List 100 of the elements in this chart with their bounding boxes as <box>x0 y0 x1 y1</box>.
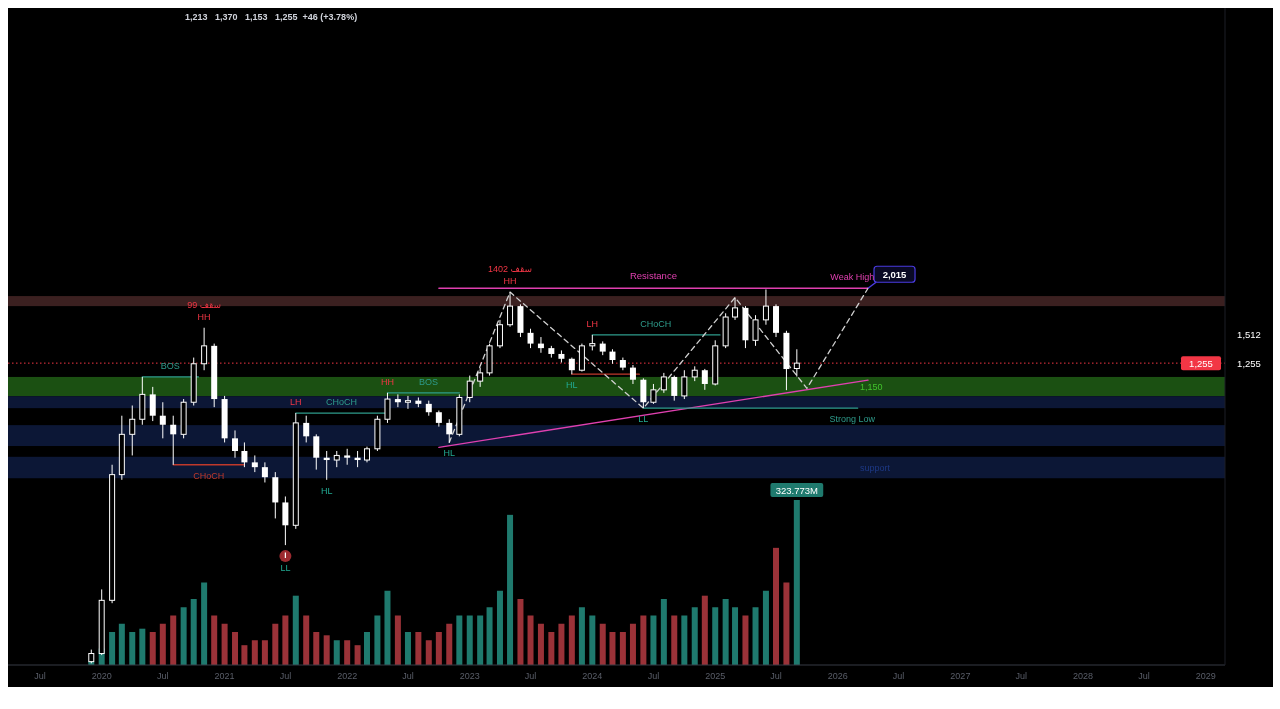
bar <box>681 615 688 665</box>
annotation: BOS <box>160 360 180 371</box>
candlestick <box>660 372 667 394</box>
bar <box>517 599 524 665</box>
candlestick <box>732 297 739 321</box>
bar <box>446 623 453 665</box>
bar <box>712 607 719 665</box>
bar <box>742 615 749 665</box>
annotation: 323.773M <box>775 484 819 496</box>
bar <box>109 632 116 665</box>
candlestick <box>650 383 657 405</box>
bar <box>609 632 616 665</box>
annotation: Weak High <box>830 272 875 283</box>
annotation: سقف 1402 <box>488 264 533 275</box>
bar <box>232 632 239 665</box>
x-tick-label: 2022 <box>337 671 358 681</box>
bar <box>180 607 187 665</box>
annotation: BOS <box>418 376 438 387</box>
band-label: 1,150 <box>859 381 883 392</box>
bar <box>425 640 432 665</box>
annotation: LL <box>638 414 649 425</box>
candlestick <box>701 368 708 391</box>
x-tick-label: 2025 <box>705 671 726 681</box>
bar <box>282 615 289 665</box>
x-tick-label: 2027 <box>950 671 971 681</box>
annotation: HL <box>443 448 456 459</box>
candlestick <box>261 461 268 483</box>
bar <box>762 590 769 665</box>
series-label: Resistance <box>629 270 677 282</box>
candlestick <box>232 429 239 459</box>
bar <box>629 623 636 665</box>
bar <box>548 632 555 665</box>
x-tick-label: 2029 <box>1195 671 1216 681</box>
annotation: HH <box>380 376 394 387</box>
bar <box>691 607 698 665</box>
bar <box>261 640 268 665</box>
annotation: 1,213 1,370 1,153 1,255 +46 (+3.78%) <box>185 12 358 22</box>
bar <box>139 628 146 665</box>
x-tick-label: Jul <box>402 671 414 681</box>
annotation: CHoCH <box>325 397 357 408</box>
annotation: HL <box>320 485 333 496</box>
candlestick <box>129 405 136 456</box>
data-label: 2,015 <box>882 268 908 280</box>
annotation: CHoCH <box>193 470 225 481</box>
bar <box>190 599 197 665</box>
candlestick <box>149 386 156 422</box>
bar <box>404 632 411 665</box>
x-tick-label: 2026 <box>827 671 848 681</box>
candlestick <box>671 375 678 402</box>
bar <box>272 623 279 665</box>
candlestick <box>681 369 688 400</box>
annotation: HL <box>566 380 578 391</box>
bar <box>619 632 626 665</box>
bar <box>599 623 606 665</box>
bar <box>129 632 136 665</box>
annotation: سقف 99 <box>187 299 222 310</box>
bar <box>650 615 657 665</box>
bar <box>793 500 800 665</box>
x-tick-label: 2020 <box>91 671 112 681</box>
bar <box>292 595 299 665</box>
ref-line-label: 1,255 <box>1189 357 1213 369</box>
x-tick-label: Jul <box>524 671 537 681</box>
bar <box>313 632 320 665</box>
bar <box>537 623 544 665</box>
x-tick-label: Jul <box>892 671 905 681</box>
bar <box>241 645 248 665</box>
bar <box>303 615 310 665</box>
candlestick <box>477 367 484 388</box>
bar <box>640 615 647 665</box>
bar <box>415 632 422 665</box>
candlestick <box>282 495 289 546</box>
candlestick <box>496 319 503 349</box>
bar <box>435 632 442 665</box>
x-tick-label: Jul <box>1138 671 1150 681</box>
x-tick-label: 2021 <box>214 671 235 681</box>
annotation: CHoCH <box>640 318 672 329</box>
candlestick <box>640 377 647 409</box>
bar <box>201 582 208 665</box>
bar <box>456 615 463 665</box>
candlestick <box>466 375 473 403</box>
bar <box>384 590 391 665</box>
candlestick <box>527 328 534 349</box>
annotation: HH <box>503 276 517 287</box>
bar <box>344 640 351 665</box>
candlestick <box>313 433 320 471</box>
x-tick-label: 2024 <box>582 671 603 681</box>
x-tick-label: Jul <box>279 671 292 681</box>
candlestick <box>394 393 401 408</box>
annotation: HH <box>197 311 211 322</box>
x-tick-label: Jul <box>1015 671 1027 681</box>
bar <box>496 590 503 665</box>
annotation: Strong Low <box>829 414 876 425</box>
x-tick-label: 2028 <box>1072 671 1093 681</box>
candlestick <box>507 291 514 328</box>
x-tick-label: Jul <box>34 671 46 681</box>
bar <box>568 615 575 665</box>
bar <box>773 547 780 665</box>
band-label: support <box>859 462 891 473</box>
candlestick <box>752 314 759 347</box>
annotation: LH <box>290 397 302 408</box>
